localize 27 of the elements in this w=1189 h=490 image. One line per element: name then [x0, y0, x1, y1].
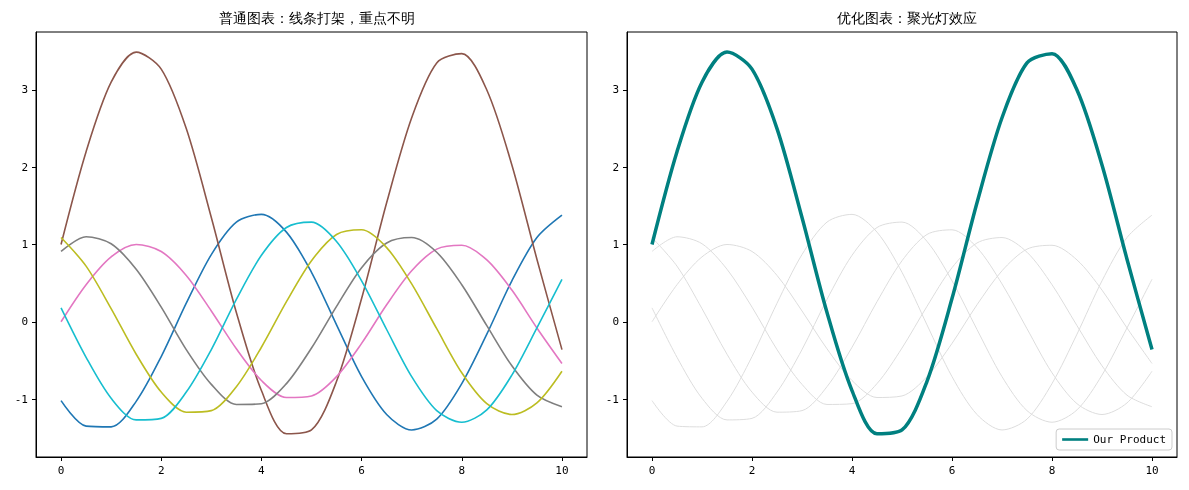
x-tick-label: 6 [358, 464, 365, 477]
x-tick-label: 0 [57, 464, 65, 477]
y-tick-label: 0 [612, 315, 619, 329]
x-tick-label: 10 [555, 464, 569, 477]
legend-label: Our Product [1093, 433, 1167, 446]
chart-title: 优化图表：聚光灯效应 [837, 10, 977, 26]
x-tick-label: 2 [157, 464, 165, 477]
y-tick-label: 0 [21, 315, 28, 329]
x-tick-label: 0 [648, 464, 656, 477]
x-tick-label: 8 [458, 464, 466, 477]
y-tick-label: 1 [612, 238, 619, 251]
y-tick-label: 3 [612, 83, 619, 97]
x-tick-label: 4 [848, 464, 856, 477]
chart-title: 普通图表：线条打架，重点不明 [218, 10, 415, 26]
y-tick-label: 2 [21, 160, 28, 174]
y-tick-label: 3 [21, 83, 28, 97]
x-tick-label: 4 [258, 464, 266, 477]
x-tick-label: 10 [1145, 464, 1159, 477]
x-tick-label: 2 [748, 464, 756, 477]
x-tick-label: 6 [948, 464, 956, 477]
y-tick-label: 2 [612, 160, 619, 174]
line-series [650, 50, 1154, 436]
y-tick-label: -1 [605, 392, 619, 406]
line-series [60, 51, 563, 435]
y-tick-label: 1 [21, 238, 28, 251]
x-tick-label: 8 [1048, 464, 1056, 477]
y-tick-label: -1 [14, 392, 28, 406]
